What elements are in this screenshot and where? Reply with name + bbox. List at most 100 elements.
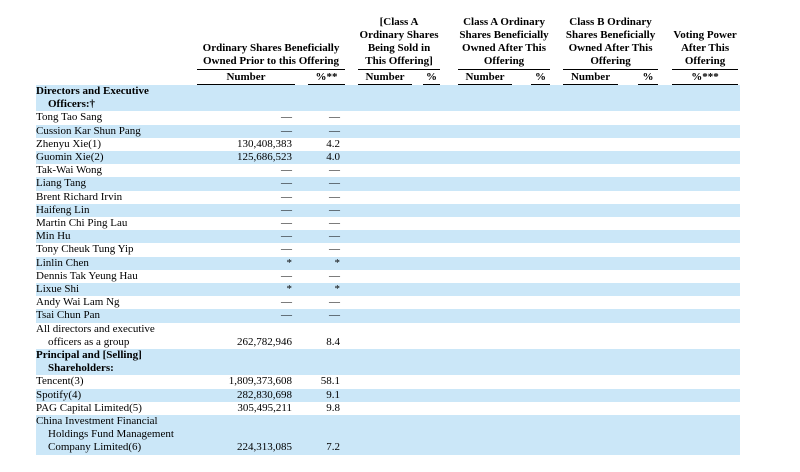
class-b-after-number-cell [552,203,623,218]
class-a-after-pct-cell [517,164,552,177]
class-b-after-number-cell [552,415,623,455]
sold-number-cell [345,191,415,204]
voting-power-cell [660,203,741,218]
prior-pct-cell: — [295,309,345,323]
voting-power-cell [660,217,740,230]
sold-pct-cell [415,177,443,191]
prior-number-cell: 1,809,373,608 [228,375,292,388]
class-b-after-pct-cell [622,217,660,230]
class-b-after-number-cell [552,138,622,151]
class-a-after-number-cell [442,349,518,376]
voting-power-cell [660,415,741,455]
voting-power-cell [660,164,740,177]
class-b-after-number-cell [552,151,623,165]
table-row: Guomin Xie(2) 125,686,523 4.0 [36,151,741,165]
sold-number-cell [345,138,415,151]
sold-pct-cell [415,151,443,165]
table-row: Cussion Kar Shun Pang — — [36,124,741,138]
prior-number-cell: — [197,309,295,323]
class-a-after-pct-cell [517,415,553,455]
class-a-after-number-cell [442,138,517,151]
class-a-after-pct-cell [517,177,553,191]
prior-number-cell: — [281,111,292,124]
class-a-after-pct-cell [517,243,552,256]
class-b-after-pct-cell [622,270,660,283]
col-group-class-a-after: Class A Ordinary Shares Beneficially Own… [442,2,552,70]
voting-power-cell [660,243,740,256]
col-group-title-line: Shares Beneficially [565,29,656,41]
subheader-number-prior: Number [197,70,295,85]
shareholder-name: Spotify(4) [36,388,197,402]
shareholder-name: All directors and executive officers as a… [36,322,155,348]
sold-pct-cell [415,191,442,204]
subheader-number-sold: Number [345,70,415,85]
class-b-after-pct-cell [622,402,660,415]
shareholder-name: Directors and Executive Officers:† [36,85,197,112]
voting-power-cell [660,375,740,388]
table-row: Tsai Chun Pan — — [36,309,741,323]
class-a-after-number-cell [442,191,517,204]
subheader-number-class-b-after: Number [552,70,622,85]
sold-number-cell [345,230,415,244]
table-row: Tony Cheuk Tung Yip — — [36,243,740,256]
class-b-after-pct-cell [622,243,660,256]
class-b-after-number-cell [552,230,623,244]
voting-power-cell [660,388,741,402]
sold-number-cell [345,375,415,388]
class-a-after-number-cell [442,375,517,388]
class-a-after-number-cell [442,217,517,230]
class-a-after-number-cell [442,388,518,402]
class-b-after-number-cell [552,124,623,138]
sold-number-cell [345,111,415,124]
class-b-after-pct-cell [622,111,660,124]
sold-number-cell [345,296,415,309]
sold-number-cell [345,349,415,376]
prior-pct-cell: — [329,296,340,309]
class-b-after-number-cell [552,85,623,112]
sold-pct-cell [415,138,442,151]
prior-pct-cell: * [295,283,345,297]
prior-pct-cell: — [295,230,345,244]
class-b-after-number-cell [552,309,623,323]
shareholder-name: Tony Cheuk Tung Yip [36,243,134,256]
col-group-title-line: Owned After This [568,42,653,54]
col-group-title-line: Offering [590,55,631,67]
table-row: Lixue Shi * * [36,283,741,297]
class-a-after-number-cell [442,177,518,191]
sold-pct-cell [415,124,443,138]
col-group-title-line: This Offering] [365,55,433,67]
sold-pct-cell [415,296,442,309]
col-group-title-line: Shares Beneficially [459,29,549,41]
prior-number-cell: 282,830,698 [197,388,295,402]
subheader-pct-voting-power: %*** [660,70,740,85]
col-group-title-line: Offering [684,55,726,67]
class-b-after-number-cell [552,164,622,177]
shareholder-name: Dennis Tak Yeung Hau [36,269,138,282]
prior-pct-cell: 4.0 [295,151,345,165]
sold-number-cell [345,151,415,165]
col-group-title-line: Class A Ordinary [463,16,545,28]
class-b-after-pct-cell [622,296,660,309]
column-group-row: Ordinary Shares Beneficially Owned Prior… [36,2,740,70]
class-b-after-number-cell [552,243,622,256]
shareholder-name: Tong Tao Sang [36,111,103,124]
voting-power-cell [660,230,741,244]
table-row: Min Hu — — [36,230,741,244]
subheader-pct-class-b-after: % [622,70,660,85]
class-a-after-number-cell [442,203,518,218]
prior-number-cell: — [197,124,295,138]
voting-power-cell [660,283,741,297]
sold-pct-cell [415,203,443,218]
class-b-after-number-cell [552,296,622,309]
shareholder-name: Min Hu [36,230,197,244]
class-b-after-number-cell [552,191,622,204]
prior-pct-cell [295,349,345,376]
class-b-after-pct-cell [622,203,661,218]
col-group-prior-offering: Ordinary Shares Beneficially Owned Prior… [197,2,345,70]
name-column-header-spacer [36,2,197,70]
sold-pct-cell [415,349,443,376]
sold-number-cell [345,85,415,112]
table-row: Tak-Wai Wong — — [36,164,740,177]
class-a-after-pct-cell [517,203,553,218]
class-b-after-pct-cell [622,415,661,455]
